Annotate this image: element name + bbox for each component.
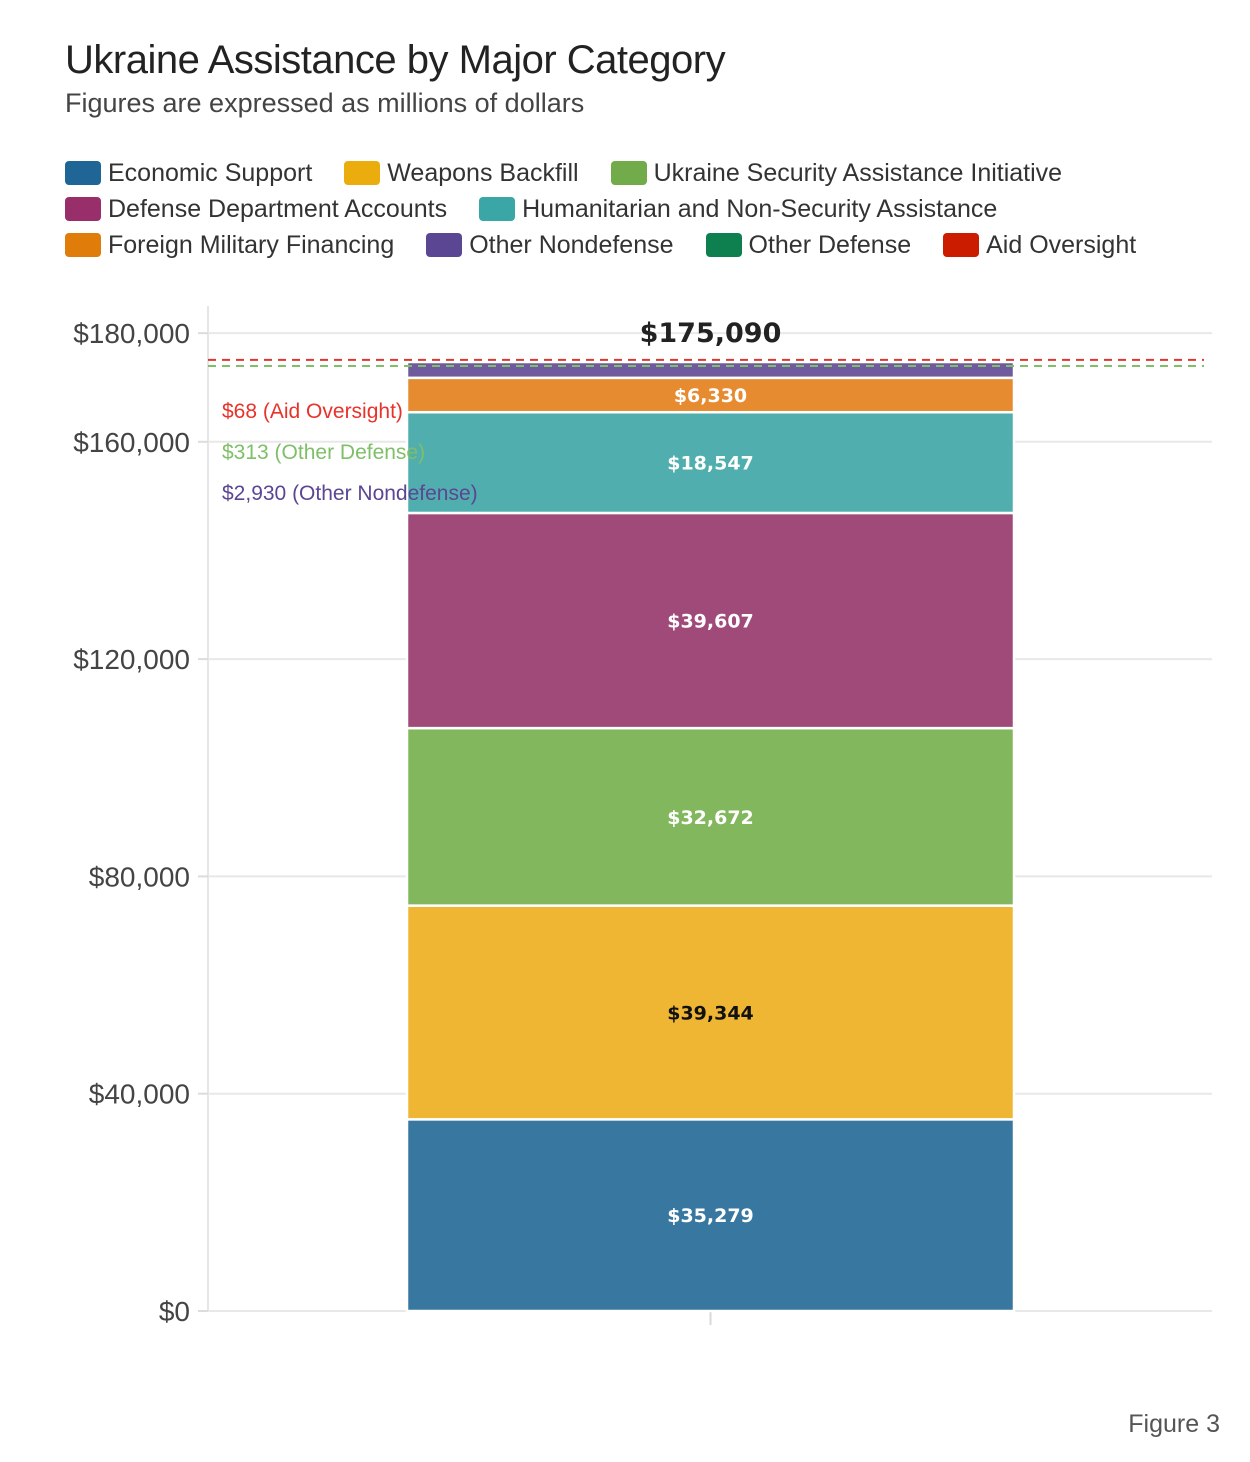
legend-label: Economic Support <box>108 158 313 187</box>
annotations: $68 (Aid Oversight) $313 (Other Defense) $… <box>222 400 478 505</box>
legend-item-weapons-backfill: Weapons Backfill <box>344 158 579 188</box>
annotation-label: $2,930 (Other Nondefense) <box>222 482 478 505</box>
stacked-bar-chart: $0 $40,000 $80,000 $120,000 $160,000 $180,000… <box>73 306 1212 1327</box>
bar-segment-weapons-backfill <box>405 904 1016 1121</box>
legend-label: Defense Department Accounts <box>108 194 448 223</box>
legend-item-aid-oversight: Aid Oversight <box>943 231 1136 260</box>
legend-swatch <box>426 233 463 257</box>
legend-swatch <box>65 233 101 257</box>
legend-label: Humanitarian and Non-Security Assistance <box>522 194 998 223</box>
legend-label: Other Nondefense <box>469 230 674 259</box>
bar-segments <box>405 358 1016 1313</box>
legend-label: Weapons Backfill <box>387 158 579 187</box>
bar-segment-economic-support <box>405 1118 1016 1313</box>
segment-value-label: $18,547 <box>667 453 754 475</box>
legend-swatch <box>610 161 647 185</box>
legend-swatch <box>65 161 101 185</box>
segment-labels: $35,279 $39,344 $32,672 $39,607 $18,547 $6,33… <box>667 385 754 1227</box>
chart-subtitle: Figures are expressed as millions of dol… <box>65 88 585 118</box>
segment-value-label: $6,330 <box>674 385 747 407</box>
legend-row: Foreign Military Financing Other Nondefe… <box>65 227 1215 263</box>
legend-item-defense-department-accounts: Defense Department Accounts <box>65 195 447 224</box>
legend-label: Other Defense <box>748 230 912 259</box>
segment-value-label: $35,279 <box>667 1205 754 1227</box>
y-tick-label: $180,000 <box>73 318 190 349</box>
reference-lines <box>208 358 1204 367</box>
legend-item-other-nondefense: Other Nondefense <box>426 230 674 260</box>
figure-label: Figure 3 <box>1128 1410 1220 1438</box>
legend-swatch <box>705 233 742 257</box>
total-label: $175,090 <box>640 318 782 349</box>
legend-swatch <box>943 233 980 257</box>
segment-value-label: $39,344 <box>667 1002 754 1024</box>
bar-segment-defense-department-accounts <box>405 511 1016 730</box>
y-tick-label: $40,000 <box>89 1079 190 1110</box>
annotation-label: $313 (Other Defense) <box>222 441 425 464</box>
bar-segment-foreign-military-financing <box>405 376 1016 414</box>
bar-segment-ukraine-security-assistance-initiative <box>405 726 1016 907</box>
legend: Economic Support Weapons Backfill Ukrain… <box>65 155 1215 263</box>
y-tick-label: $80,000 <box>89 861 190 892</box>
legend-label: Aid Oversight <box>986 230 1137 259</box>
legend-swatch <box>65 197 101 221</box>
segment-value-label: $32,672 <box>667 807 754 829</box>
y-axis-ticks: $0 $40,000 $80,000 $120,000 $160,000 $180,000 <box>73 318 208 1327</box>
y-tick-label: $160,000 <box>73 427 190 458</box>
segment-value-label: $39,607 <box>667 611 754 633</box>
legend-item-other-defense: Other Defense <box>705 230 912 260</box>
legend-label: Ukraine Security Assistance Initiative <box>653 158 1063 187</box>
legend-swatch <box>479 197 516 221</box>
legend-item-humanitarian: Humanitarian and Non-Security Assistance <box>479 195 997 224</box>
annotation-label: $68 (Aid Oversight) <box>222 400 403 423</box>
legend-label: Foreign Military Financing <box>108 230 395 259</box>
bar-segment-other-nondefense <box>405 360 1016 380</box>
legend-item-foreign-military-financing: Foreign Military Financing <box>65 231 394 260</box>
chart-title: Ukraine Assistance by Major Category <box>65 38 726 82</box>
legend-item-economic-support: Economic Support <box>65 159 312 188</box>
y-tick-label: $0 <box>159 1296 190 1327</box>
y-tick-label: $120,000 <box>73 644 190 675</box>
bar-segment-humanitarian-and-non-security-assistance <box>405 410 1016 515</box>
legend-row: Economic Support Weapons Backfill Ukrain… <box>65 155 1215 191</box>
legend-row: Defense Department Accounts Humanitarian… <box>65 191 1215 227</box>
legend-swatch <box>344 161 381 185</box>
legend-item-usai: Ukraine Security Assistance Initiative <box>610 158 1063 188</box>
